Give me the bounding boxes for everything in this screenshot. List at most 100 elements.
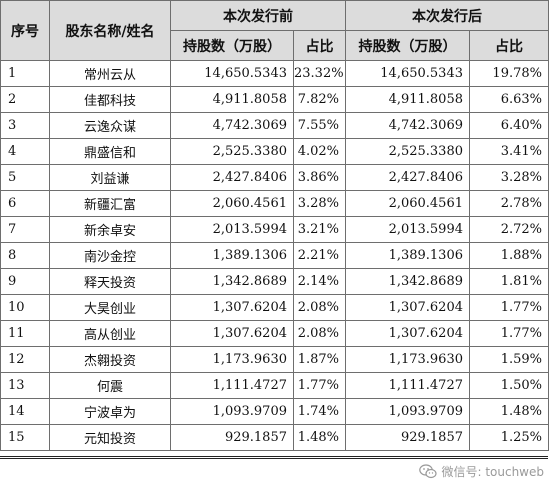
cell-before-shares: 1,307.6204 [170,320,294,347]
cell-seq: 13 [0,372,50,399]
wechat-icon [419,464,438,479]
cell-before-shares: 929.1857 [170,424,294,451]
cell-shareholder-name: 云逸众谋 [49,112,171,139]
cell-before-ratio: 1.48% [293,424,346,451]
cell-before-shares: 1,111.4727 [170,372,294,399]
table-row: 13 何震 1,111.4727 1.77% 1,111.4727 1.50% [0,372,549,399]
cell-before-ratio: 3.21% [293,216,346,243]
watermark-text: 微信号: touchweb [441,465,544,479]
cell-after-shares: 4,742.3069 [345,112,470,139]
cell-seq: 8 [0,242,50,269]
cell-shareholder-name: 常州云从 [49,60,171,87]
table-row: 10 大昊创业 1,307.6204 2.08% 1,307.6204 1.77% [0,294,549,321]
cell-before-shares: 1,093.9709 [170,398,294,425]
table-row: 12 杰翱投资 1,173.9630 1.87% 1,173.9630 1.59% [0,346,549,373]
cell-after-shares: 4,911.8058 [345,86,470,113]
table-row: 1 常州云从 14,650.5343 23.32% 14,650.5343 19.78% [0,60,549,87]
cell-shareholder-name: 释天投资 [49,268,171,295]
table-row: 9 释天投资 1,342.8689 2.14% 1,342.8689 1.81% [0,268,549,295]
cell-after-shares: 14,650.5343 [345,60,470,87]
table-row: 7 新余卓安 2,013.5994 3.21% 2,013.5994 2.72% [0,216,549,243]
cell-after-shares: 2,525.3380 [345,138,470,165]
header-before-ratio: 占比 [293,30,346,61]
cell-shareholder-name: 杰翱投资 [49,346,171,373]
cell-before-shares: 1,342.8689 [170,268,294,295]
cell-after-shares: 1,173.9630 [345,346,470,373]
header-seq: 序号 [0,0,50,61]
cell-before-shares: 2,525.3380 [170,138,294,165]
cell-before-shares: 1,389.1306 [170,242,294,269]
cell-before-shares: 2,013.5994 [170,216,294,243]
cell-seq: 1 [0,60,50,87]
header-after-shares: 持股数（万股） [345,30,470,61]
cell-after-shares: 2,427.8406 [345,164,470,191]
cell-before-shares: 2,060.4561 [170,190,294,217]
cell-seq: 9 [0,268,50,295]
cell-shareholder-name: 高从创业 [49,320,171,347]
header-row-sub: 持股数（万股） 占比 持股数（万股） 占比 [1,30,549,61]
cell-after-ratio: 1.48% [469,398,549,425]
cell-seq: 6 [0,190,50,217]
cell-shareholder-name: 宁波卓为 [49,398,171,425]
table-row: 11 高从创业 1,307.6204 2.08% 1,307.6204 1.77% [0,320,549,347]
header-after-ratio: 占比 [469,30,549,61]
cell-after-shares: 1,342.8689 [345,268,470,295]
cell-after-shares: 2,060.4561 [345,190,470,217]
watermark: 微信号: touchweb [419,463,544,480]
cell-after-ratio: 6.63% [469,86,549,113]
cell-after-ratio: 1.77% [469,320,549,347]
table-row: 6 新疆汇富 2,060.4561 3.28% 2,060.4561 2.78% [0,190,549,217]
cell-after-ratio: 1.77% [469,294,549,321]
table-row: 4 鼎盛信和 2,525.3380 4.02% 2,525.3380 3.41% [0,138,549,165]
cell-before-ratio: 7.55% [293,112,346,139]
cell-before-shares: 4,742.3069 [170,112,294,139]
shareholder-table: 序号 股东名称/姓名 本次发行前 本次发行后 持股数（万股） 占比 持股数（万股… [0,0,549,451]
cell-shareholder-name: 鼎盛信和 [49,138,171,165]
header-name: 股东名称/姓名 [49,0,171,61]
cell-before-ratio: 1.74% [293,398,346,425]
cell-seq: 12 [0,346,50,373]
cell-before-ratio: 2.08% [293,294,346,321]
cell-shareholder-name: 南沙金控 [49,242,171,269]
cell-before-ratio: 23.32% [293,60,346,87]
cell-seq: 10 [0,294,50,321]
cell-after-ratio: 1.59% [469,346,549,373]
cell-shareholder-name: 佳都科技 [49,86,171,113]
cell-before-shares: 1,173.9630 [170,346,294,373]
cell-before-ratio: 2.21% [293,242,346,269]
table-row: 3 云逸众谋 4,742.3069 7.55% 4,742.3069 6.40% [0,112,549,139]
shareholder-table-container: 序号 股东名称/姓名 本次发行前 本次发行后 持股数（万股） 占比 持股数（万股… [0,0,549,451]
cell-before-ratio: 2.08% [293,320,346,347]
cell-after-ratio: 1.81% [469,268,549,295]
cell-after-shares: 2,013.5994 [345,216,470,243]
cell-after-ratio: 3.41% [469,138,549,165]
cell-after-shares: 1,093.9709 [345,398,470,425]
cell-before-shares: 1,307.6204 [170,294,294,321]
cell-before-ratio: 2.14% [293,268,346,295]
cell-shareholder-name: 何震 [49,372,171,399]
cell-before-ratio: 3.28% [293,190,346,217]
cell-after-ratio: 2.72% [469,216,549,243]
cell-seq: 4 [0,138,50,165]
cell-after-shares: 1,389.1306 [345,242,470,269]
cell-after-ratio: 1.50% [469,372,549,399]
cell-after-ratio: 1.88% [469,242,549,269]
cell-before-ratio: 1.77% [293,372,346,399]
cell-seq: 15 [0,424,50,451]
table-row: 5 刘益谦 2,427.8406 3.86% 2,427.8406 3.28% [0,164,549,191]
cell-before-shares: 14,650.5343 [170,60,294,87]
table-row: 15 元知投资 929.1857 1.48% 929.1857 1.25% [0,424,549,451]
cell-after-ratio: 3.28% [469,164,549,191]
table-row: 2 佳都科技 4,911.8058 7.82% 4,911.8058 6.63% [0,86,549,113]
header-row-top: 序号 股东名称/姓名 本次发行前 本次发行后 [0,0,549,61]
cell-seq: 3 [0,112,50,139]
cell-shareholder-name: 元知投资 [49,424,171,451]
table-row: 8 南沙金控 1,389.1306 2.21% 1,389.1306 1.88% [0,242,549,269]
header-before-issue: 本次发行前 [170,0,346,31]
table-body: 1 常州云从 14,650.5343 23.32% 14,650.5343 19.78% 2… [0,60,549,451]
cell-seq: 2 [0,86,50,113]
cell-shareholder-name: 大昊创业 [49,294,171,321]
table-bottom-rule [0,456,548,459]
cell-shareholder-name: 刘益谦 [49,164,171,191]
header-before-shares: 持股数（万股） [170,30,294,61]
